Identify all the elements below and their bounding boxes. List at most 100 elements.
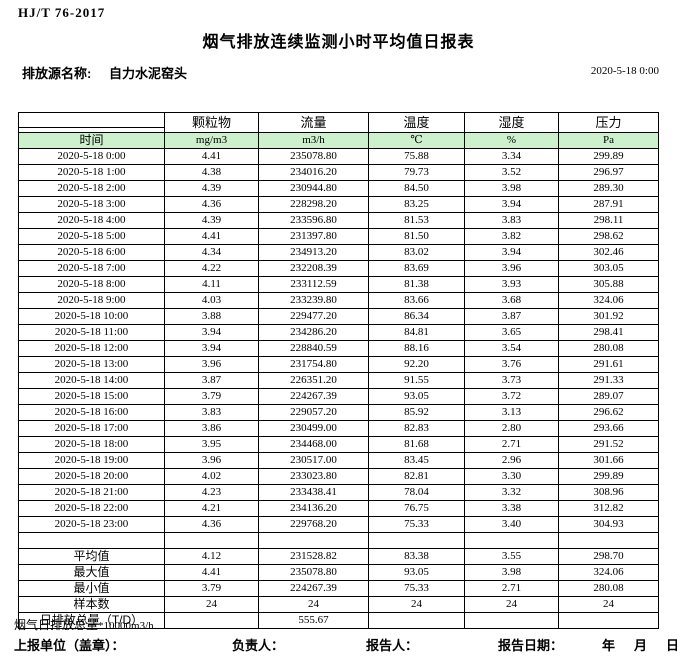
cell-pres: 296.97 (558, 164, 659, 181)
table-row: 2020-5-18 18:00 3.95 234468.00 81.68 2.71 291… (18, 436, 659, 453)
cell-hum: 3.52 (464, 164, 559, 181)
cell-pres: 303.05 (558, 260, 659, 277)
cell-time: 2020-5-18 14:00 (18, 372, 165, 389)
cell-dust: 4.38 (164, 164, 259, 181)
table-row: 2020-5-18 15:00 3.79 224267.39 93.05 3.72 289… (18, 388, 659, 405)
summary-temp: 75.33 (368, 580, 465, 597)
cell-temp: 83.66 (368, 292, 465, 309)
cell-hum: 3.94 (464, 244, 559, 261)
column-header-blank (18, 112, 165, 133)
cell-time: 2020-5-18 0:00 (18, 148, 165, 165)
cell-hum: 3.93 (464, 276, 559, 293)
cell-pres: 287.91 (558, 196, 659, 213)
year-label: 年 (602, 638, 616, 653)
summary-hum (464, 612, 559, 629)
cell-dust: 4.11 (164, 276, 259, 293)
table-blank-row (18, 532, 659, 549)
cell-dust: 4.34 (164, 244, 259, 261)
cell-flow: 234468.00 (258, 436, 369, 453)
table-row: 2020-5-18 9:00 4.03 233239.80 83.66 3.68 324.… (18, 292, 659, 309)
cell-temp: 83.69 (368, 260, 465, 277)
summary-temp (368, 612, 465, 629)
cell-temp: 81.53 (368, 212, 465, 229)
cell-hum: 3.87 (464, 308, 559, 325)
table-row: 2020-5-18 2:00 4.39 230944.80 84.50 3.98 289.… (18, 180, 659, 197)
cell-pres: 298.62 (558, 228, 659, 245)
cell-hum: 3.13 (464, 404, 559, 421)
cell-temp: 85.92 (368, 404, 465, 421)
cell-time: 2020-5-18 11:00 (18, 324, 165, 341)
table-body: 颗粒物 流量 温度 湿度 压力 时间 mg/m3 m3/h ℃% Pa 2020-5-18 0:00… (18, 112, 659, 629)
cell-time: 2020-5-18 5:00 (18, 228, 165, 245)
cell-flow: 234286.20 (258, 324, 369, 341)
cell-time: 2020-5-18 10:00 (18, 308, 165, 325)
cell-hum: 2.80 (464, 420, 559, 437)
cell-temp: 75.88 (368, 148, 465, 165)
reporting-unit-label: 上报单位（盖章）： (14, 638, 125, 653)
table-row: 2020-5-18 7:00 4.22 232208.39 83.69 3.96 303.… (18, 260, 659, 277)
cell-hum: 2.71 (464, 436, 559, 453)
cell-dust: 3.88 (164, 308, 259, 325)
cell-temp: 84.50 (368, 180, 465, 197)
cell-hum: 3.83 (464, 212, 559, 229)
cell-pres: 302.46 (558, 244, 659, 261)
cell-flow: 230499.00 (258, 420, 369, 437)
cell-temp: 93.05 (368, 388, 465, 405)
cell-hum: 3.82 (464, 228, 559, 245)
cell-dust: 4.02 (164, 468, 259, 485)
cell-pres: 280.08 (558, 340, 659, 357)
cell-temp: 91.55 (368, 372, 465, 389)
cell-time: 2020-5-18 17:00 (18, 420, 165, 437)
cell-dust: 4.22 (164, 260, 259, 277)
cell-time: 2020-5-18 15:00 (18, 388, 165, 405)
cell-dust: 4.03 (164, 292, 259, 309)
summary-flow: 555.67 (258, 612, 369, 629)
cell-flow: 228298.20 (258, 196, 369, 213)
cell-dust: 4.41 (164, 228, 259, 245)
cell-temp: 92.20 (368, 356, 465, 373)
cell-temp: 78.04 (368, 484, 465, 501)
cell-hum: 3.76 (464, 356, 559, 373)
blank-cell (258, 532, 369, 549)
table-row: 2020-5-18 6:00 4.34 234913.20 83.02 3.94 302.… (18, 244, 659, 261)
table-row: 2020-5-18 8:00 4.11 233112.59 81.38 3.93 305.… (18, 276, 659, 293)
cell-flow: 229768.20 (258, 516, 369, 533)
summary-hum: 3.98 (464, 564, 559, 581)
cell-time: 2020-5-18 20:00 (18, 468, 165, 485)
cell-hum: 3.30 (464, 468, 559, 485)
cell-time: 2020-5-18 19:00 (18, 452, 165, 469)
column-header-3: 温度 (368, 112, 465, 133)
summary-flow: 224267.39 (258, 580, 369, 597)
cell-pres: 312.82 (558, 500, 659, 517)
table-row: 2020-5-18 11:00 3.94 234286.20 84.81 3.65 298… (18, 324, 659, 341)
table-summary-row: 日排放总量（T/D） 555.67 (18, 612, 659, 629)
unit-cell-1: mg/m3 (164, 132, 259, 149)
table-row: 2020-5-18 22:00 4.21 234136.20 76.75 3.38 312… (18, 500, 659, 517)
cell-time: 2020-5-18 2:00 (18, 180, 165, 197)
summary-label: 最大值 (18, 564, 165, 581)
cell-hum: 3.65 (464, 324, 559, 341)
cell-time: 2020-5-18 21:00 (18, 484, 165, 501)
cell-flow: 231397.80 (258, 228, 369, 245)
cell-temp: 79.73 (368, 164, 465, 181)
table-summary-row: 最大值 4.41 235078.80 93.05 3.98 324.06 (18, 564, 659, 581)
cell-temp: 75.33 (368, 516, 465, 533)
footnote: 烟气日排放总量*10000m3/h (14, 616, 154, 633)
cell-pres: 298.11 (558, 212, 659, 229)
emission-source-value: 自力水泥窑头 (108, 66, 187, 81)
cell-dust: 3.86 (164, 420, 259, 437)
table-row: 2020-5-18 20:00 4.02 233023.80 82.81 3.30 299… (18, 468, 659, 485)
cell-hum: 3.94 (464, 196, 559, 213)
cell-pres: 301.92 (558, 308, 659, 325)
table-row: 2020-5-18 12:00 3.94 228840.59 88.16 3.54 280… (18, 340, 659, 357)
blank-cell (164, 532, 259, 549)
cell-time: 2020-5-18 1:00 (18, 164, 165, 181)
unit-cell-5: Pa (558, 132, 659, 149)
cell-flow: 230517.00 (258, 452, 369, 469)
cell-dust: 3.95 (164, 436, 259, 453)
cell-hum: 3.98 (464, 180, 559, 197)
cell-dust: 3.79 (164, 388, 259, 405)
cell-pres: 299.89 (558, 468, 659, 485)
table-summary-row: 最小值 3.79 224267.39 75.33 2.71 280.08 (18, 580, 659, 597)
cell-pres: 296.62 (558, 404, 659, 421)
